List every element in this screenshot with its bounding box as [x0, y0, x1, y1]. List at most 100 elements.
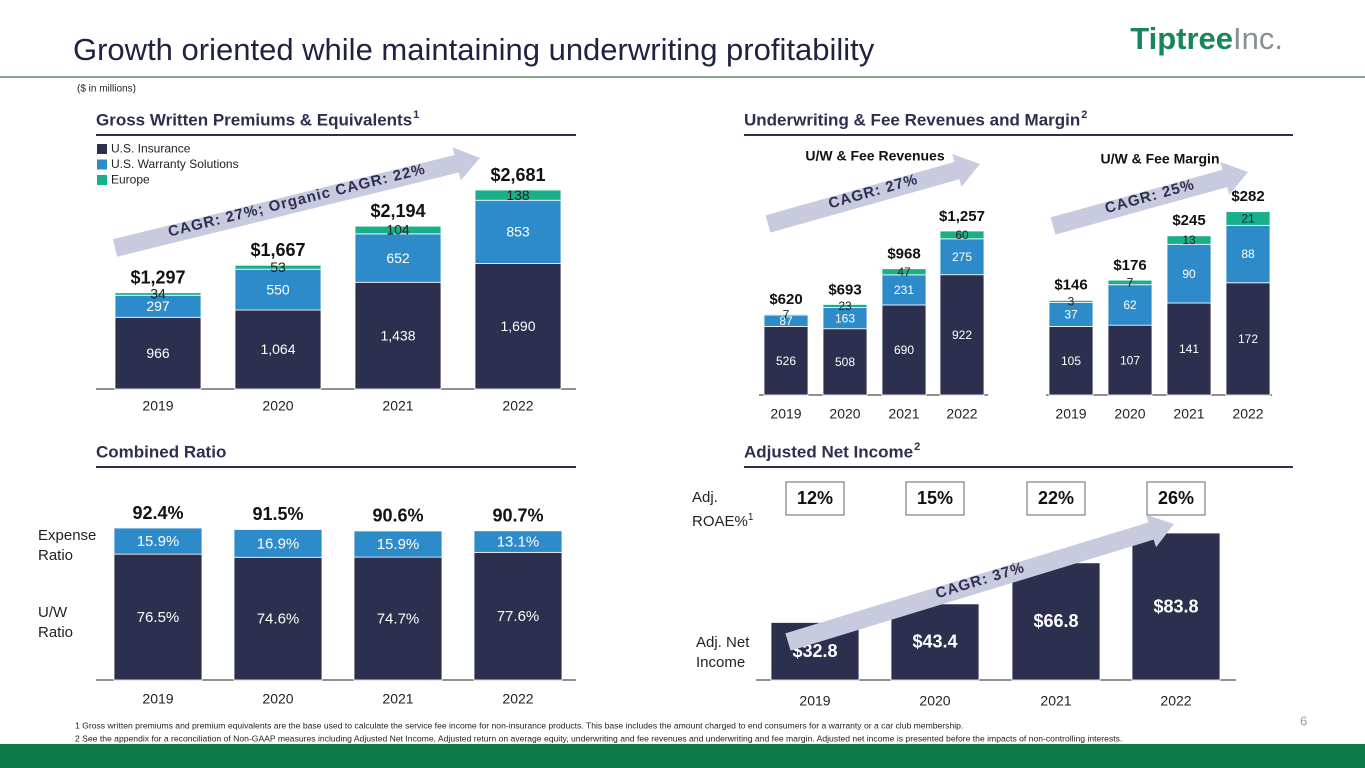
- data-label: 690: [894, 343, 914, 357]
- chart-title-note: 2: [914, 441, 920, 453]
- data-label: 15.9%: [137, 533, 180, 550]
- roae-label: 26%: [1158, 488, 1194, 508]
- data-label: 297: [146, 298, 170, 314]
- x-tick-label: 2019: [799, 693, 830, 709]
- total-label: $1,257: [939, 208, 985, 225]
- data-label: $66.8: [1033, 611, 1078, 631]
- data-label: 60: [955, 228, 969, 242]
- roae-box: [785, 481, 845, 516]
- footnote: 1 Gross written premiums and premium equ…: [75, 720, 963, 730]
- data-label: 3: [1068, 295, 1075, 309]
- data-label: 88: [1241, 247, 1255, 261]
- x-tick-label: 2021: [382, 398, 413, 414]
- logo-suffix: Inc.: [1233, 21, 1283, 56]
- data-label: 1,690: [500, 318, 535, 334]
- chart-subtitle: U/W & Fee Revenues: [805, 148, 944, 164]
- data-label: 652: [386, 250, 410, 266]
- row-label: Adj. ROAE%1: [692, 488, 762, 532]
- x-tick-label: 2019: [142, 398, 173, 414]
- data-label: 7: [783, 308, 790, 322]
- trend-arrow-shape: [1050, 162, 1248, 235]
- data-label: 105: [1061, 354, 1081, 368]
- bar-segment: [354, 281, 442, 390]
- data-label: 172: [1238, 332, 1258, 346]
- chart-title: Adjusted Net Income: [744, 442, 913, 461]
- data-label: 74.6%: [257, 611, 300, 628]
- data-label: 34: [150, 286, 166, 302]
- footnote: 2 See the appendix for a reconciliation …: [75, 733, 1122, 743]
- bar-segment: [353, 556, 443, 681]
- trend-arrow-shape: [112, 147, 481, 257]
- chart-title-note: 1: [413, 109, 419, 121]
- data-label: $83.8: [1153, 596, 1198, 616]
- bar-segment: [1011, 562, 1101, 681]
- bar-segment: [1166, 235, 1212, 245]
- bar-segment: [474, 189, 562, 201]
- bar-segment: [1225, 211, 1271, 226]
- data-label: 53: [270, 259, 286, 275]
- total-label: 92.4%: [132, 503, 183, 523]
- data-label: 163: [835, 311, 855, 325]
- x-tick-label: 2022: [1160, 693, 1191, 709]
- bar-segment: [1131, 532, 1221, 681]
- data-label: 1,064: [260, 341, 295, 357]
- total-label: $282: [1231, 188, 1264, 205]
- x-tick-label: 2022: [502, 691, 533, 707]
- slide-title: Growth oriented while maintaining underw…: [73, 32, 875, 67]
- data-label: 526: [776, 354, 796, 368]
- data-label: 16.9%: [257, 535, 300, 552]
- total-label: $693: [828, 282, 861, 299]
- bar-segment: [763, 313, 809, 316]
- x-tick-label: 2021: [1040, 693, 1071, 709]
- bar-segment: [354, 233, 442, 283]
- data-label: 275: [952, 250, 972, 264]
- legend-swatch: [97, 144, 107, 154]
- roae-box: [1146, 481, 1206, 516]
- data-label: 23: [838, 299, 852, 313]
- x-tick-label: 2022: [502, 398, 533, 414]
- bar-segment: [1048, 299, 1094, 303]
- data-label: 13: [1182, 233, 1196, 247]
- total-label: $2,194: [370, 201, 425, 221]
- x-tick-label: 2021: [888, 406, 919, 422]
- bar-segment: [233, 556, 323, 681]
- x-tick-label: 2022: [946, 406, 977, 422]
- total-label: 91.5%: [252, 504, 303, 524]
- chart-title: Gross Written Premiums & Equivalents: [96, 110, 412, 129]
- bar-segment: [939, 230, 985, 240]
- x-tick-label: 2020: [1114, 406, 1145, 422]
- data-label: 138: [506, 187, 530, 203]
- bar-segment: [1107, 279, 1153, 286]
- total-label: $176: [1113, 257, 1146, 274]
- data-label: 508: [835, 355, 855, 369]
- trend-arrow-shape: [785, 514, 1174, 651]
- trend-arrow: CAGR: 25%: [1050, 162, 1248, 235]
- row-label-text: Adj. ROAE%: [692, 489, 748, 530]
- data-label: 104: [386, 222, 410, 238]
- data-label: 550: [266, 281, 290, 297]
- data-label: 141: [1179, 342, 1199, 356]
- legend-label: Europe: [111, 173, 150, 187]
- data-label: 966: [146, 345, 170, 361]
- page-number: 6: [1300, 713, 1307, 728]
- data-label: 922: [952, 328, 972, 342]
- legend-swatch: [97, 159, 107, 170]
- data-label: 62: [1123, 298, 1137, 312]
- data-label: 74.7%: [377, 611, 420, 628]
- units-note: ($ in millions): [77, 84, 136, 95]
- data-label: 231: [894, 283, 914, 297]
- chart-title-note: 2: [1081, 109, 1087, 121]
- data-label: 77.6%: [497, 608, 540, 625]
- bar-segment: [354, 225, 442, 235]
- bar-segment: [353, 530, 443, 558]
- x-tick-label: 2020: [919, 693, 950, 709]
- bar-segment: [881, 274, 927, 306]
- bar-segment: [890, 603, 980, 681]
- bar-segment: [473, 530, 563, 553]
- x-tick-label: 2022: [1232, 406, 1263, 422]
- roae-label: 22%: [1038, 488, 1074, 508]
- total-label: $1,667: [250, 240, 305, 260]
- bar-segment: [763, 325, 809, 396]
- row-label: Expense Ratio: [38, 527, 97, 564]
